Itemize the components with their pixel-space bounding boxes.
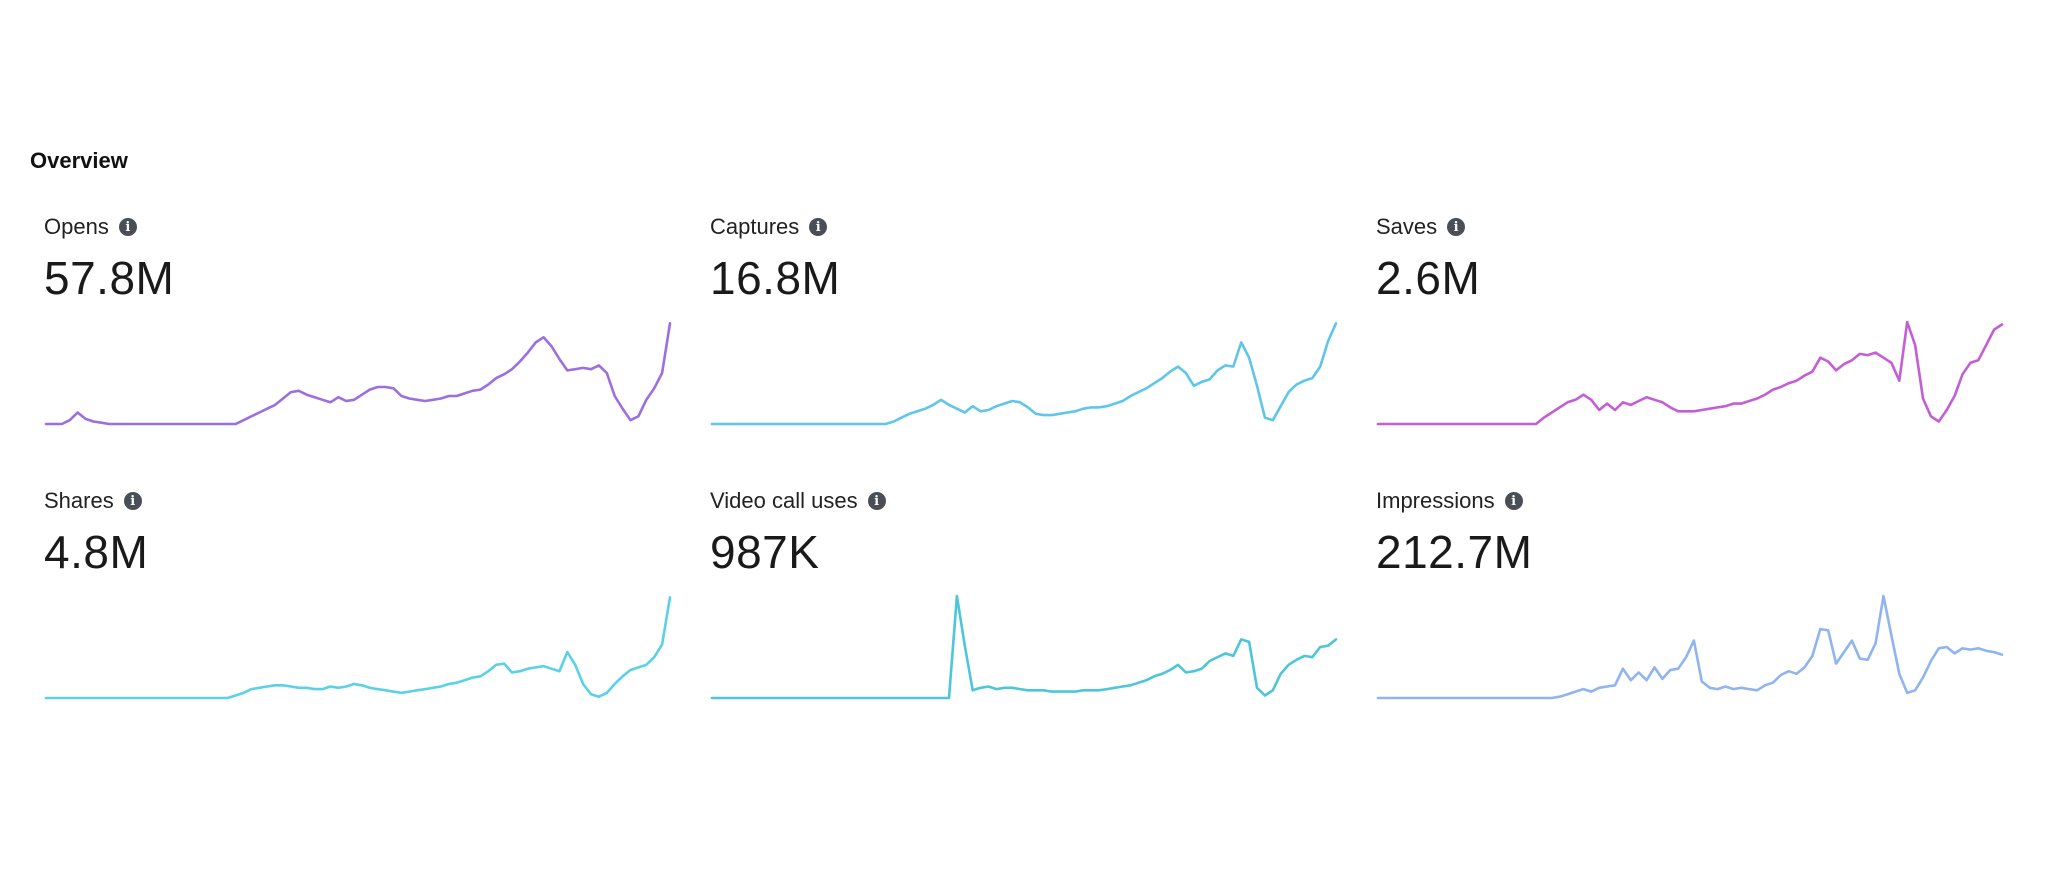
metric-label: Impressions [1376, 488, 1495, 513]
section-title: Overview [30, 148, 128, 173]
sparkline-series [710, 322, 1338, 426]
metric-value: 212.7M [1376, 526, 1533, 578]
metric-value: 4.8M [44, 526, 149, 578]
sparkline-series [1376, 320, 2004, 426]
info-icon[interactable]: i [867, 492, 886, 510]
info-icon[interactable]: i [1504, 492, 1523, 510]
card-header: Saves i [1376, 214, 2016, 240]
sparkline-chart [710, 322, 1338, 426]
metric-card-video-call-uses: Video call uses i 987K [710, 488, 1350, 748]
metric-label: Video call uses [710, 488, 858, 513]
sparkline-chart [1376, 594, 2004, 700]
card-header: Opens i [44, 214, 684, 240]
metric-label: Shares [44, 488, 114, 513]
metric-label: Captures [710, 214, 800, 239]
sparkline-series [44, 322, 672, 426]
sparkline-chart [44, 596, 672, 700]
card-header: Captures i [710, 214, 1350, 240]
info-icon[interactable]: i [809, 218, 828, 236]
metric-value: 2.6M [1376, 252, 1481, 304]
metric-value: 987K [710, 526, 820, 578]
card-header: Video call uses i [710, 488, 1350, 514]
metric-label: Saves [1376, 214, 1438, 239]
metric-value: 16.8M [710, 252, 841, 304]
sparkline-series [710, 594, 1338, 700]
metric-card-captures: Captures i 16.8M [710, 214, 1350, 474]
metric-card-impressions: Impressions i 212.7M [1376, 488, 2016, 748]
metric-label: Opens [44, 214, 109, 239]
sparkline-series [44, 596, 672, 700]
metric-card-opens: Opens i 57.8M [44, 214, 684, 474]
sparkline-series [1376, 594, 2004, 700]
sparkline-chart [710, 594, 1338, 700]
sparkline-chart [1376, 320, 2004, 426]
info-icon[interactable]: i [1447, 218, 1466, 236]
metric-card-saves: Saves i 2.6M [1376, 214, 2016, 474]
card-header: Shares i [44, 488, 684, 514]
sparkline-chart [44, 322, 672, 426]
metric-value: 57.8M [44, 252, 175, 304]
metric-card-shares: Shares i 4.8M [44, 488, 684, 748]
info-icon[interactable]: i [118, 218, 137, 236]
card-header: Impressions i [1376, 488, 2016, 514]
info-icon[interactable]: i [123, 492, 142, 510]
